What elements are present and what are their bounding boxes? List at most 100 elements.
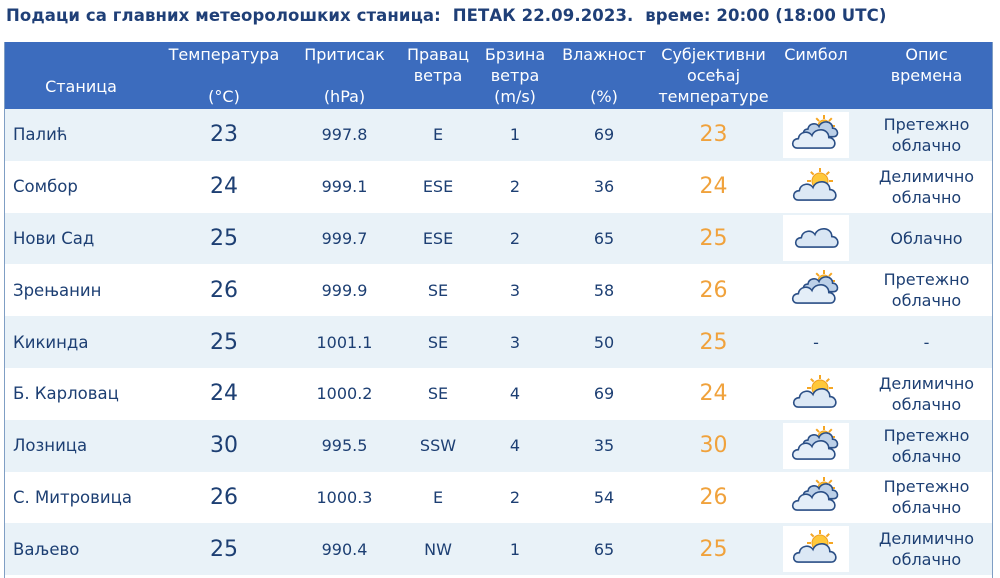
col-pressure-label: Притисак xyxy=(304,45,385,64)
title-time: време: 20:00 (18:00 UTC) xyxy=(645,6,887,25)
description-line2: облачно xyxy=(891,550,962,570)
description-line1: Претежно xyxy=(883,114,970,134)
pressure-value: 997.8 xyxy=(321,125,368,145)
weather-symbol-cell xyxy=(771,420,861,472)
description-line2: облачно xyxy=(891,446,962,466)
weather-description: Делимично облачно xyxy=(861,161,992,213)
symbol-placeholder: - xyxy=(813,332,819,352)
feels-like-value: 26 xyxy=(699,277,728,303)
weather-symbol-cell xyxy=(771,264,861,316)
description-line2: облачно xyxy=(891,394,962,414)
station-name: Зрењанин xyxy=(13,280,102,300)
station-name: Ваљево xyxy=(13,539,80,559)
col-humidity-label: Влажност xyxy=(562,45,646,64)
col-humidity: Влажност (%) xyxy=(552,42,656,109)
col-temperature-label: Температура xyxy=(168,45,280,64)
feels-like-value: 24 xyxy=(699,381,728,407)
col-humidity-unit: (%) xyxy=(590,87,618,106)
wind-direction-value: NW xyxy=(424,539,452,559)
wind-speed-value: 1 xyxy=(509,539,521,559)
description-line1: - xyxy=(923,332,930,352)
col-description-label2: времена xyxy=(890,66,963,85)
col-feels-like-label2: осећај xyxy=(686,66,741,85)
humidity-value: 54 xyxy=(593,487,615,507)
wind-speed-value: 3 xyxy=(509,332,521,352)
humidity-value: 58 xyxy=(593,280,615,300)
weather-symbol-cell xyxy=(771,161,861,213)
mostly-cloudy-icon xyxy=(783,422,849,469)
feels-like-value: 24 xyxy=(699,174,728,200)
description-line2: облачно xyxy=(891,498,962,518)
feels-like-value: 23 xyxy=(699,122,728,148)
feels-like-value: 25 xyxy=(699,225,728,251)
temperature-value: 26 xyxy=(210,484,238,510)
col-wind-speed-label1: Брзина xyxy=(484,45,546,64)
table-row: Палић 23 997.8 E 1 69 23 Претежно облачно xyxy=(5,109,992,161)
col-pressure-unit: (hPa) xyxy=(323,87,366,106)
pressure-value: 1000.2 xyxy=(316,384,373,404)
temperature-value: 25 xyxy=(210,329,238,355)
feels-like-value: 26 xyxy=(699,484,728,510)
description-line2: облачно xyxy=(891,187,962,207)
humidity-value: 65 xyxy=(593,539,615,559)
title-label: Подаци са главних метеоролошких станица: xyxy=(6,6,441,25)
table-row: Зрењанин 26 999.9 SE 3 58 26 Претежно облачно xyxy=(5,264,992,317)
description-line1: Делимично xyxy=(878,166,975,186)
col-wind-speed-unit: (m/s) xyxy=(494,87,536,106)
description-line2: облачно xyxy=(891,291,962,311)
wind-speed-value: 1 xyxy=(509,125,521,145)
temperature-value: 24 xyxy=(210,174,238,200)
col-feels-like-label1: Субјективни xyxy=(661,45,766,64)
weather-symbol-cell xyxy=(771,109,861,161)
description-line1: Претежно xyxy=(883,477,970,497)
station-name: Кикинда xyxy=(13,332,89,352)
station-name: Сомбор xyxy=(13,177,78,197)
col-symbol-label: Симбол xyxy=(784,45,848,64)
table-row: Нови Сад 25 999.7 ESE 2 65 25 Облачно xyxy=(5,212,992,265)
description-line1: Облачно xyxy=(890,228,963,248)
weather-table: Станица Температура (°C) Притисак (hPa) … xyxy=(5,42,992,576)
wind-speed-value: 2 xyxy=(509,177,521,197)
mostly-cloudy-icon xyxy=(783,474,849,521)
weather-symbol-cell: - xyxy=(771,316,861,368)
partly-cloudy-icon xyxy=(783,163,849,210)
pressure-value: 1000.3 xyxy=(316,487,373,507)
wind-direction-value: E xyxy=(432,125,444,145)
humidity-value: 69 xyxy=(593,125,615,145)
description-line1: Делимично xyxy=(878,529,975,549)
col-feels-like: Субјективни осећај температуре xyxy=(656,42,771,109)
pressure-value: 999.7 xyxy=(321,228,368,248)
humidity-value: 50 xyxy=(593,332,615,352)
mostly-cloudy-icon xyxy=(783,111,849,158)
title-date: ПЕТАК 22.09.2023. xyxy=(452,6,634,25)
pressure-value: 1001.1 xyxy=(316,332,373,352)
description-line1: Претежно xyxy=(883,425,970,445)
weather-symbol-cell xyxy=(771,213,861,265)
pressure-value: 990.4 xyxy=(321,539,368,559)
col-description: Опис времена xyxy=(861,42,992,109)
temperature-value: 25 xyxy=(210,536,238,562)
table-row: Б. Карловац 24 1000.2 SE 4 69 24 Делимично облач… xyxy=(5,367,992,420)
humidity-value: 69 xyxy=(593,384,615,404)
wind-direction-value: ESE xyxy=(422,177,454,197)
col-description-label1: Опис xyxy=(905,45,948,64)
weather-table-frame: Станица Температура (°C) Притисак (hPa) … xyxy=(4,42,993,578)
station-name: С. Митровица xyxy=(13,487,132,507)
wind-direction-value: E xyxy=(432,487,444,507)
wind-direction-value: SSW xyxy=(419,436,457,456)
wind-direction-value: ESE xyxy=(422,228,454,248)
temperature-value: 23 xyxy=(210,122,238,148)
table-row: Лозница 30 995.5 SSW 4 35 30 Претежно облачно xyxy=(5,419,992,472)
weather-description: - xyxy=(861,316,992,368)
col-wind-direction: Правац ветра xyxy=(398,42,478,109)
description-line1: Делимично xyxy=(878,373,975,393)
table-row: Ваљево 25 990.4 NW 1 65 25 Делимично облачно xyxy=(5,523,992,576)
weather-description: Облачно xyxy=(861,213,992,265)
col-symbol: Симбол xyxy=(771,42,861,109)
col-station: Станица xyxy=(5,42,157,109)
pressure-value: 999.1 xyxy=(321,177,368,197)
col-temperature-unit: (°C) xyxy=(208,87,240,106)
feels-like-value: 25 xyxy=(699,536,728,562)
col-wind-speed-label2: ветра xyxy=(490,66,540,85)
feels-like-value: 25 xyxy=(699,329,728,355)
